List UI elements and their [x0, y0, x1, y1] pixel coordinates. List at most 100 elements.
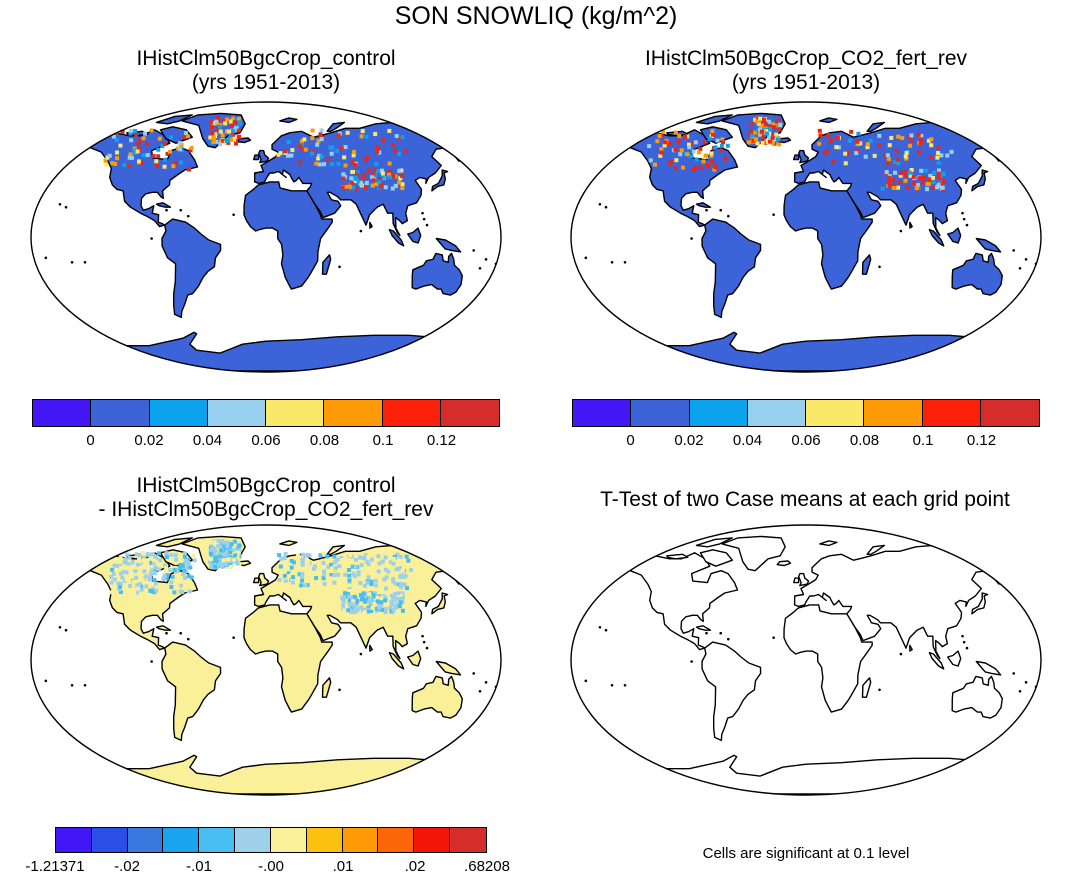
grid-cell	[305, 553, 310, 558]
grid-cell	[136, 159, 141, 164]
grid-cell	[139, 587, 144, 592]
grid-cell	[232, 120, 237, 125]
grid-cell	[397, 604, 402, 609]
grid-cell	[909, 168, 914, 173]
grid-cell	[895, 157, 900, 162]
grid-cell	[719, 143, 724, 148]
grid-cell	[698, 147, 703, 152]
grid-cell	[385, 563, 390, 568]
islet	[1012, 249, 1015, 252]
colorbar-label: .68208	[464, 858, 510, 875]
grid-cell	[221, 558, 226, 563]
grid-cell	[393, 594, 398, 599]
grid-cell	[904, 156, 909, 161]
grid-cell	[369, 605, 374, 610]
grid-cell	[343, 552, 348, 557]
grid-cell	[332, 554, 337, 559]
grid-cell	[343, 572, 348, 577]
grid-cell	[398, 581, 403, 586]
grid-cell	[276, 568, 281, 573]
grid-cell	[155, 163, 160, 168]
grid-cell	[151, 586, 156, 591]
grid-cell	[926, 138, 931, 143]
grid-cell	[393, 592, 398, 597]
grid-cell	[300, 578, 305, 583]
grid-cell	[110, 161, 115, 166]
grid-cell	[366, 562, 371, 567]
grid-cell	[358, 555, 363, 560]
grid-cell	[152, 568, 157, 573]
grid-cell	[340, 595, 345, 600]
land-borneo	[947, 227, 962, 244]
grid-cell	[378, 184, 383, 189]
grid-cell	[175, 566, 180, 571]
grid-cell	[130, 155, 135, 160]
grid-cell	[211, 553, 216, 558]
grid-cell	[770, 136, 775, 141]
grid-cell	[757, 132, 762, 137]
grid-cell	[400, 186, 405, 191]
grid-cell	[153, 581, 158, 586]
islet	[478, 689, 482, 693]
grid-cell	[920, 180, 925, 185]
grid-cell	[371, 593, 376, 598]
main-title: SON SNOWLIQ (kg/m^2)	[394, 2, 678, 30]
map-frame	[570, 101, 1042, 373]
grid-cell	[228, 134, 233, 139]
grid-cell	[360, 608, 365, 613]
grid-cell	[339, 146, 344, 151]
grid-cell	[289, 153, 294, 158]
islet	[64, 628, 68, 632]
land-ireland	[793, 154, 800, 161]
grid-cell	[317, 162, 322, 167]
grid-cell	[152, 577, 157, 582]
grid-cell	[352, 574, 357, 579]
colorbar-box	[91, 828, 128, 852]
grid-cell	[143, 131, 148, 136]
grid-cell	[321, 576, 326, 581]
grid-cell	[337, 564, 342, 569]
grid-cell	[341, 172, 346, 177]
colorbar-box	[306, 828, 343, 852]
grid-cell	[353, 564, 358, 569]
grid-cell	[237, 548, 242, 553]
land-sumatra	[928, 228, 945, 247]
grid-cell	[115, 156, 120, 161]
grid-cell	[208, 135, 213, 140]
grid-cell	[118, 555, 123, 560]
grid-cell	[887, 175, 892, 180]
land-australia	[411, 675, 463, 719]
colorbar-panel-3: -1.21371 -.02 -.01 -.00 .01 .02 .68208	[25, 827, 510, 875]
grid-cell	[373, 168, 378, 173]
grid-cell	[182, 551, 187, 556]
land-new-guinea	[435, 237, 462, 253]
grid-cell	[679, 148, 684, 153]
islet	[179, 208, 183, 212]
colorbar-label: 0	[86, 432, 95, 449]
grid-cell	[117, 585, 122, 590]
grid-cell	[209, 564, 214, 569]
grid-cell	[359, 134, 364, 139]
grid-cell	[177, 147, 182, 152]
grid-cell	[114, 550, 119, 555]
grid-cell	[225, 138, 230, 143]
grid-cell	[300, 574, 305, 579]
grid-cell	[764, 122, 769, 127]
grid-cell	[893, 159, 898, 164]
grid-cell	[373, 578, 378, 583]
grid-cell	[222, 118, 227, 123]
grid-cell	[383, 610, 388, 615]
grid-cell	[230, 548, 235, 553]
grid-cell	[937, 175, 942, 180]
grid-cell	[647, 144, 652, 149]
grid-cell	[374, 583, 379, 588]
grid-cell	[137, 553, 142, 558]
grid-cell	[755, 128, 760, 133]
grid-cell	[911, 174, 916, 179]
grid-cell	[118, 581, 123, 586]
grid-cell	[353, 557, 358, 562]
grid-cell	[369, 586, 374, 591]
grid-cell	[366, 575, 371, 580]
colorbar-box	[631, 400, 690, 426]
grid-cell	[237, 120, 242, 125]
